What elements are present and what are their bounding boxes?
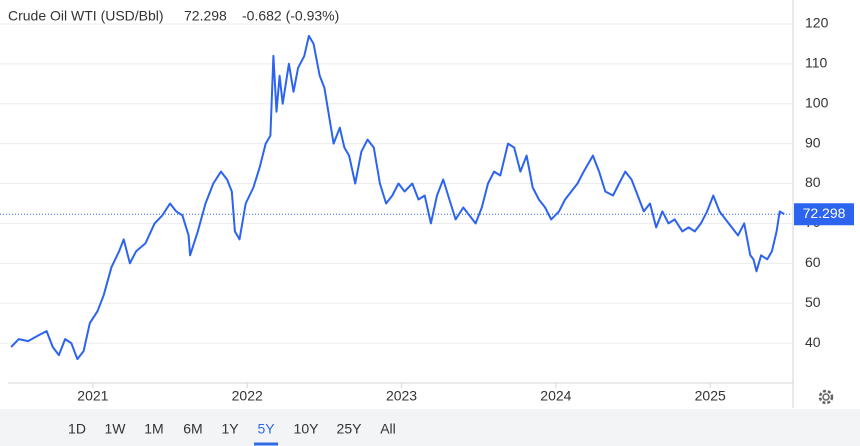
chart-title: Crude Oil WTI (USD/Bbl) [8,8,164,24]
range-button[interactable]: 1M [144,421,163,437]
header-change: -0.682 (-0.93%) [242,8,339,24]
range-button[interactable]: 10Y [294,421,320,437]
last-value-badge [794,203,854,226]
range-button[interactable]: 1D [68,421,86,437]
x-tick-label: 2024 [540,388,571,404]
y-tick-label: 80 [805,174,821,190]
y-tick-label: 40 [805,334,821,350]
y-tick-label: 120 [805,15,829,31]
x-tick-label: 2021 [77,388,108,404]
header-price: 72.298 [184,8,227,24]
x-tick-label: 2025 [695,388,726,404]
range-button[interactable]: All [380,421,396,437]
price-line [10,34,785,361]
range-button[interactable]: 6M [183,421,202,437]
range-button[interactable]: 1W [105,421,127,437]
x-tick-label: 2022 [232,388,263,404]
y-tick-label: 90 [805,134,821,150]
settings-icon[interactable] [818,389,834,405]
range-button[interactable]: 1Y [221,421,239,437]
x-tick-label: 2023 [386,388,417,404]
last-value-label: 72.298 [803,205,846,221]
y-tick-label: 110 [805,55,828,71]
range-button[interactable]: 5Y [257,421,275,437]
range-bar [0,409,860,446]
range-button[interactable]: 25Y [337,421,363,437]
y-tick-label: 60 [805,254,821,270]
y-tick-label: 50 [805,294,821,310]
y-tick-label: 100 [805,94,829,110]
